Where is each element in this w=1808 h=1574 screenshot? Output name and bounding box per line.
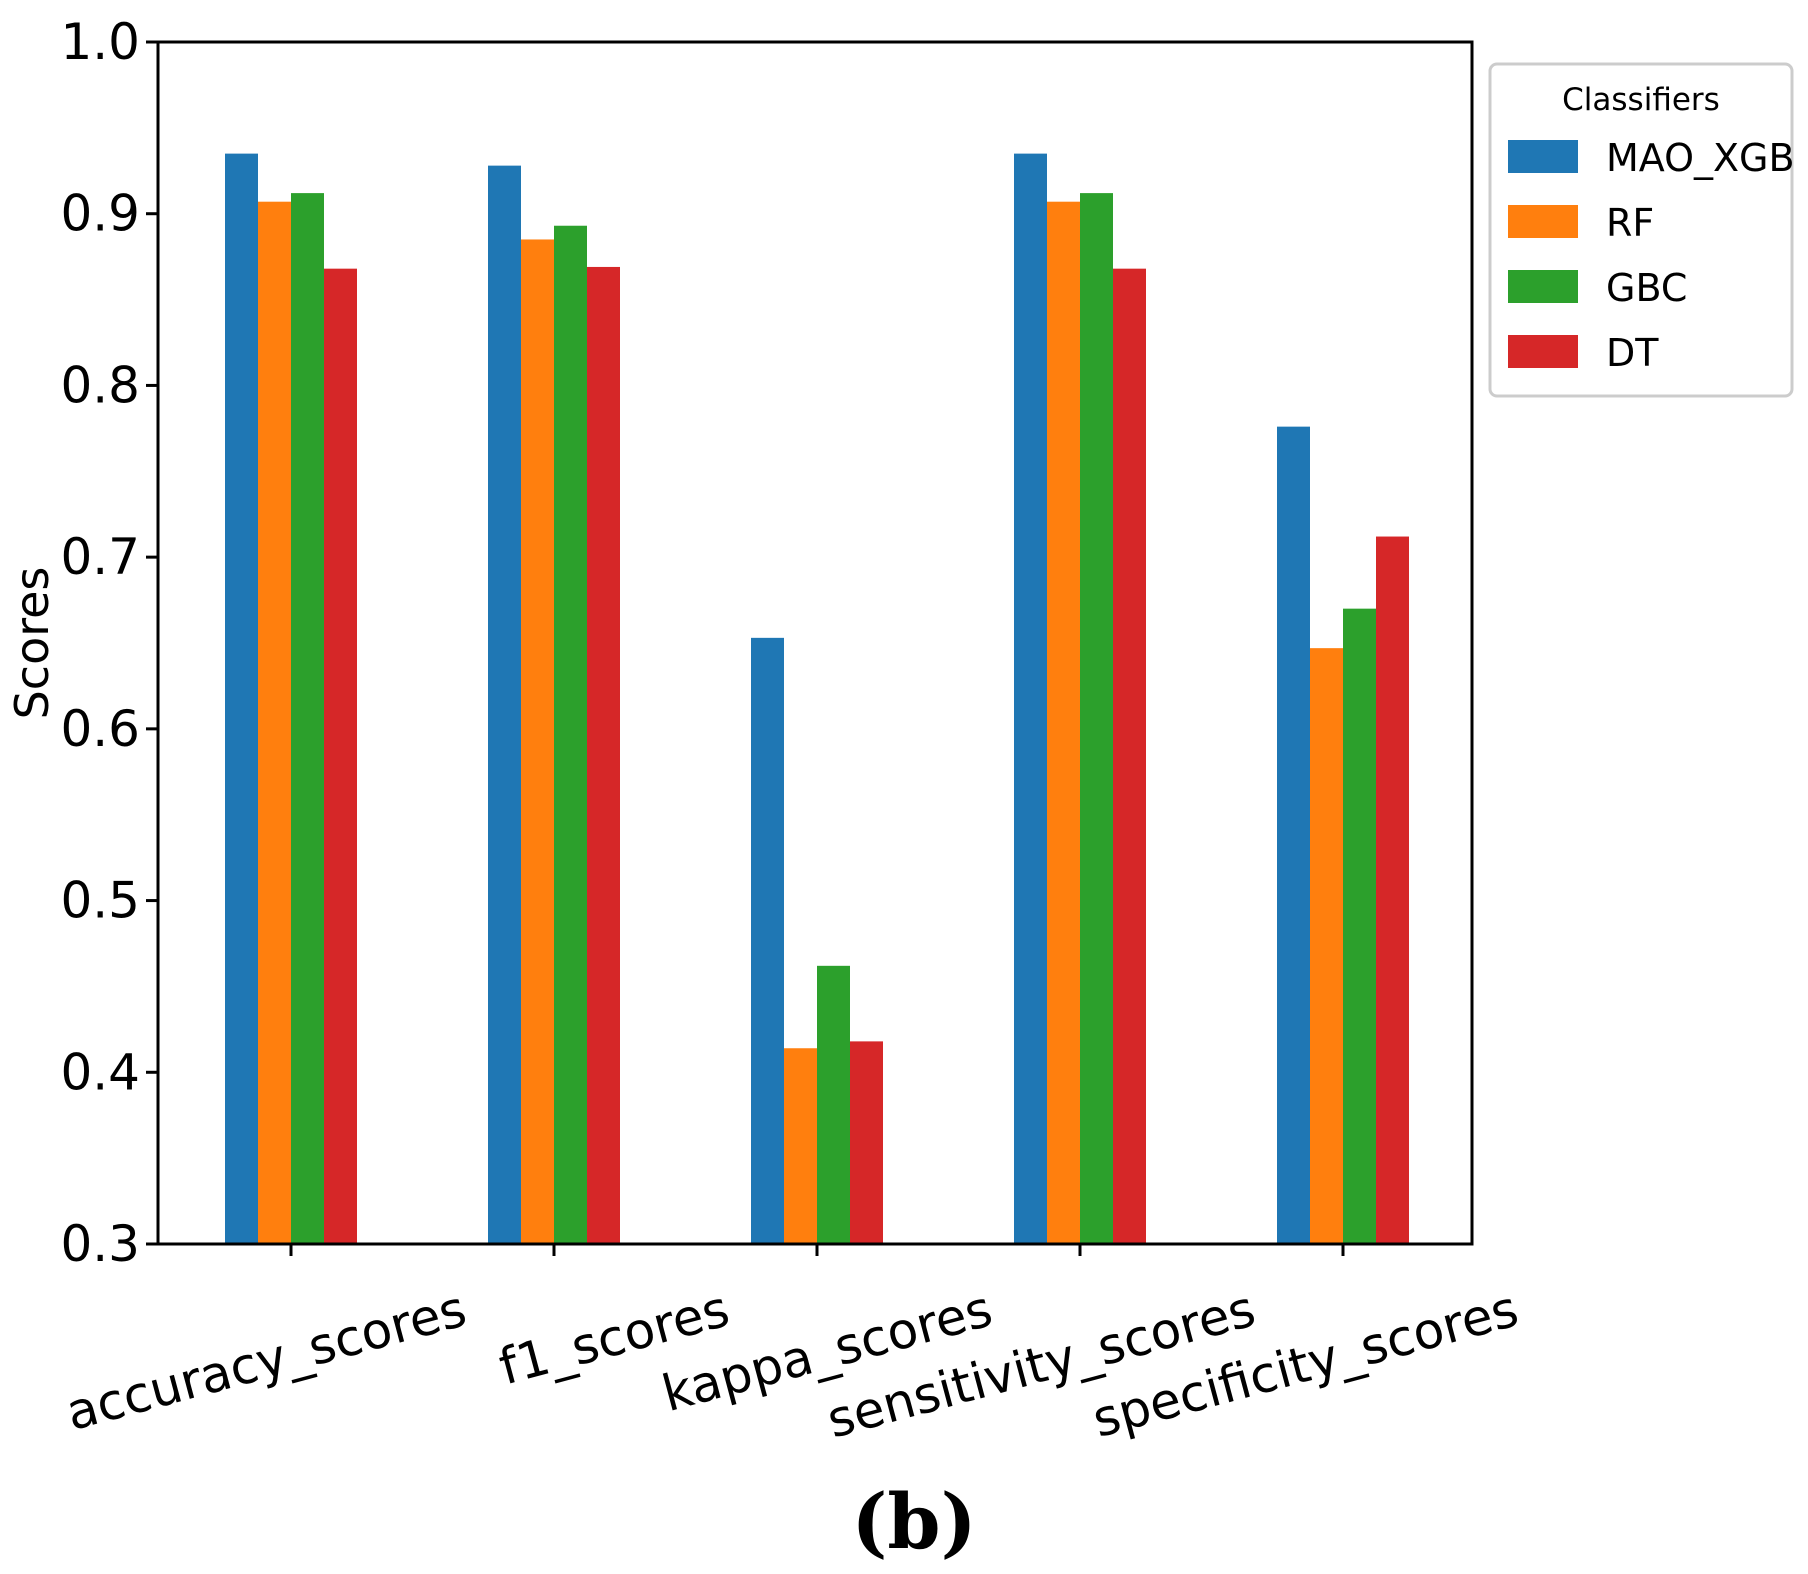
y-axis-label: Scores — [5, 567, 59, 720]
bar-gbc-specificity-scores — [1343, 608, 1376, 1244]
legend-label-gbc: GBC — [1606, 266, 1687, 310]
y-tick-label: 0.5 — [60, 872, 140, 930]
legend-label-mao-xgb: MAO_XGB — [1606, 136, 1795, 180]
x-axis: accuracy_scores f1_scoreskappa_scoressens… — [60, 1244, 1524, 1449]
bar-dt-sensitivity-scores — [1113, 268, 1146, 1245]
x-tick-label-accuracy-scores: accuracy_scores — [60, 1280, 472, 1442]
bar-dt-accuracy-scores — [324, 268, 357, 1245]
bar-dt-specificity-scores — [1376, 536, 1409, 1244]
y-tick-label: 0.6 — [60, 700, 140, 758]
legend-swatch-dt — [1508, 335, 1578, 368]
bars-group — [225, 153, 1409, 1245]
y-tick-label: 0.8 — [60, 356, 140, 414]
bar-mao-xgb-kappa-scores — [751, 637, 784, 1244]
legend-swatch-gbc — [1508, 270, 1578, 303]
y-tick-label: 0.9 — [60, 185, 140, 243]
legend-label-dt: DT — [1606, 331, 1659, 375]
bar-rf-f1-scores — [521, 239, 554, 1244]
y-tick-label: 1.0 — [60, 13, 140, 71]
y-axis: 0.3 0.4 0.5 0.6 0.7 0.8 0.9 1.0 — [60, 13, 158, 1273]
bar-rf-kappa-scores — [784, 1048, 817, 1244]
legend-label-rf: RF — [1606, 201, 1654, 245]
bar-mao-xgb-accuracy-scores — [225, 153, 258, 1245]
bar-gbc-accuracy-scores — [291, 193, 324, 1245]
y-tick-label: 0.7 — [60, 528, 140, 586]
bar-mao-xgb-f1-scores — [488, 165, 521, 1245]
bar-gbc-sensitivity-scores — [1080, 193, 1113, 1245]
y-tick-label: 0.3 — [60, 1215, 140, 1273]
panel-label: (b) — [851, 1477, 976, 1566]
bar-dt-f1-scores — [587, 266, 620, 1245]
legend-swatch-mao-xgb — [1508, 140, 1578, 173]
y-tick-label: 0.4 — [60, 1043, 140, 1101]
bar-mao-xgb-specificity-scores — [1277, 426, 1310, 1244]
bar-rf-specificity-scores — [1310, 648, 1343, 1244]
legend: Classifiers MAO_XGB RF GBC DT — [1488, 62, 1795, 398]
bar-dt-kappa-scores — [850, 1041, 883, 1244]
bar-mao-xgb-sensitivity-scores — [1014, 153, 1047, 1245]
legend-swatch-rf — [1508, 205, 1578, 238]
plot-frame — [156, 40, 1474, 1246]
bar-rf-sensitivity-scores — [1047, 201, 1080, 1244]
legend-title: Classifiers — [1562, 82, 1720, 118]
bar-rf-accuracy-scores — [258, 201, 291, 1244]
bar-gbc-kappa-scores — [817, 965, 850, 1244]
bar-gbc-f1-scores — [554, 225, 587, 1245]
